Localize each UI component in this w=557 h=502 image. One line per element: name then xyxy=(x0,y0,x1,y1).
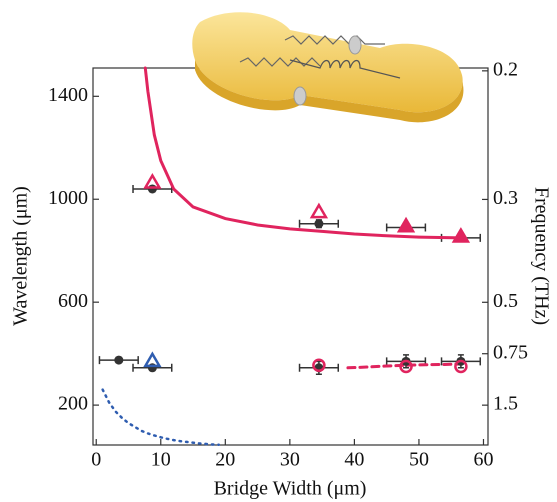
x-tick-label: 10 xyxy=(151,449,171,471)
y2-tick-label: 1.5 xyxy=(493,393,518,415)
y2-tick-label: 0.75 xyxy=(493,341,528,363)
data-point xyxy=(143,351,162,368)
y-tick-label: 600 xyxy=(58,290,88,312)
curve xyxy=(101,388,221,446)
y2-tick-label: 0.3 xyxy=(493,187,518,209)
x-tick-label: 60 xyxy=(473,449,493,471)
data-point xyxy=(114,355,124,365)
mass xyxy=(293,86,307,106)
y-tick-label: 1400 xyxy=(48,84,88,106)
data-point xyxy=(451,227,471,243)
bridge-edge xyxy=(195,60,464,123)
y-tick-label: 200 xyxy=(58,393,88,415)
mass xyxy=(348,35,362,55)
bridge-shape xyxy=(192,12,463,113)
data-point xyxy=(399,359,413,374)
x-tick-label: 20 xyxy=(215,449,235,471)
data-point xyxy=(312,358,326,372)
spring xyxy=(289,59,401,79)
data-point xyxy=(314,219,324,229)
x-axis-title: Bridge Width (μm) xyxy=(214,478,367,500)
plot-area: 0 10 20 30 40 50 60 200 600 1000 1400 0.2 0.3 0.5 0.75… xyxy=(48,58,528,470)
y-axis-title: Wavelength (μm) xyxy=(10,186,32,326)
data-point xyxy=(396,216,416,233)
x-tick-label: 30 xyxy=(280,449,300,471)
y2-axis-title: Frequency (THz) xyxy=(530,187,552,325)
data-point xyxy=(147,184,157,194)
spring xyxy=(239,57,321,67)
data-point xyxy=(309,202,329,219)
curve xyxy=(143,66,463,240)
illustration xyxy=(192,12,464,123)
data-point xyxy=(143,173,162,189)
x-tick-label: 40 xyxy=(344,449,364,471)
data-point xyxy=(454,359,468,374)
y2-tick-label: 0.2 xyxy=(493,58,518,80)
x-tick-label: 50 xyxy=(409,449,429,471)
y-tick-label: 1000 xyxy=(48,187,88,209)
curve xyxy=(346,362,463,370)
x-tick-label: 0 xyxy=(91,449,101,471)
y2-tick-label: 0.5 xyxy=(493,290,518,312)
